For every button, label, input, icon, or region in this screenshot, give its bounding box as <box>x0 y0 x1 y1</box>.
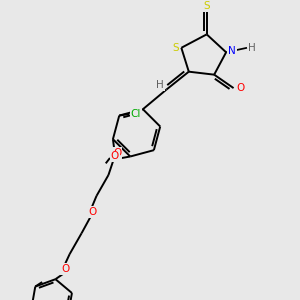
Text: S: S <box>172 43 179 53</box>
Text: Cl: Cl <box>130 109 141 119</box>
Text: O: O <box>111 152 119 161</box>
Text: S: S <box>203 1 210 11</box>
Text: H: H <box>248 43 256 53</box>
Text: N: N <box>228 46 236 56</box>
Text: O: O <box>113 148 122 158</box>
Text: O: O <box>236 83 244 93</box>
Text: O: O <box>61 264 69 274</box>
Text: H: H <box>156 80 164 90</box>
Text: O: O <box>88 207 96 217</box>
